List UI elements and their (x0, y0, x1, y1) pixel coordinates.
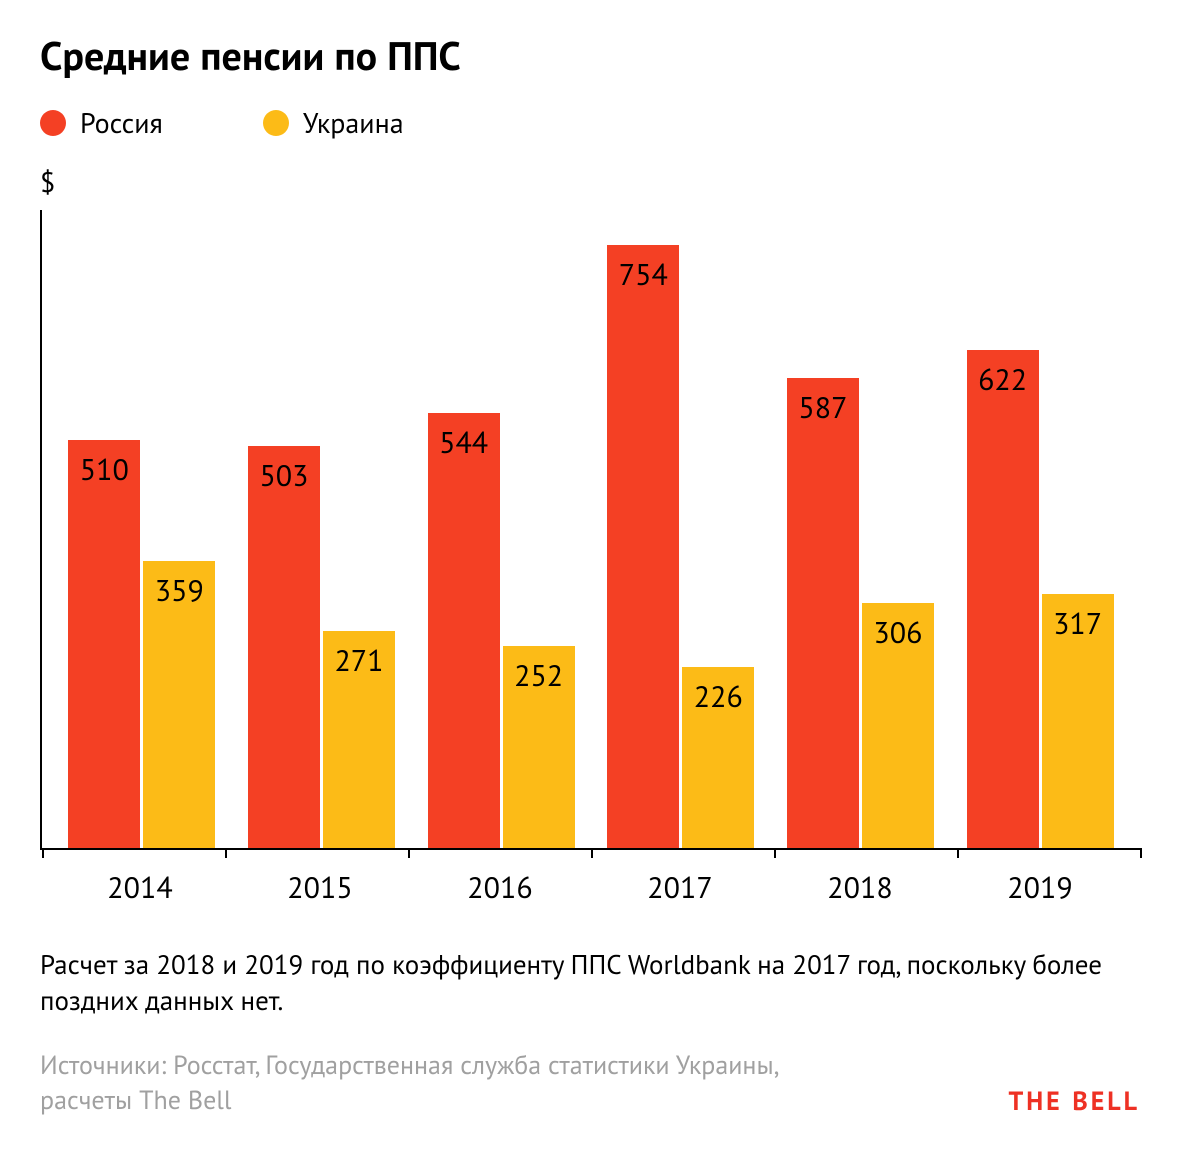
bar-value-label: 622 (967, 360, 1039, 399)
bar-group: 754 226 (606, 245, 756, 848)
bar-value-label: 587 (787, 388, 859, 427)
x-axis-tick (1140, 848, 1142, 858)
x-axis-tick (42, 848, 44, 858)
legend-dot-icon (263, 110, 289, 136)
x-axis-label: 2017 (605, 868, 755, 907)
legend-item-ukraine: Украина (263, 104, 404, 141)
x-axis-label: 2016 (425, 868, 575, 907)
x-axis: 2014 2015 2016 2017 2018 2019 (40, 850, 1140, 907)
y-axis-unit: $ (40, 163, 1140, 200)
chart-plot-area: 510 359 503 271 544 252 754 226 587 306 622 317 (40, 210, 1140, 850)
bar-group: 503 271 (246, 446, 396, 848)
bar-group: 544 252 (426, 413, 576, 848)
bar: 503 (248, 446, 320, 848)
bar-value-label: 510 (68, 450, 140, 489)
legend-dot-icon (40, 110, 66, 136)
x-axis-label: 2018 (785, 868, 935, 907)
x-axis-tick (225, 848, 227, 858)
bar-value-label: 317 (1042, 604, 1114, 643)
bar: 622 (967, 350, 1039, 848)
bar-group: 587 306 (785, 378, 935, 848)
x-axis-label: 2015 (245, 868, 395, 907)
bar: 754 (607, 245, 679, 848)
bar-group: 510 359 (67, 440, 217, 848)
bar: 317 (1042, 594, 1114, 848)
bar: 252 (503, 646, 575, 848)
bar-value-label: 252 (503, 656, 575, 695)
bar: 359 (143, 561, 215, 848)
bar: 226 (682, 667, 754, 848)
legend-label: Россия (80, 104, 163, 141)
bar-value-label: 226 (682, 677, 754, 716)
x-axis-label: 2014 (65, 868, 215, 907)
bar-value-label: 544 (428, 423, 500, 462)
x-axis-tick (591, 848, 593, 858)
bar: 271 (323, 631, 395, 848)
brand-logo: THE BELL (1008, 1085, 1140, 1118)
chart-note: Расчет за 2018 и 2019 год по коэффициент… (40, 947, 1140, 1020)
bar: 510 (68, 440, 140, 848)
bar-value-label: 503 (248, 456, 320, 495)
bar-value-label: 359 (143, 571, 215, 610)
source-text: Источники: Росстат, Государственная служ… (40, 1048, 820, 1118)
legend: Россия Украина (40, 104, 1140, 141)
legend-label: Украина (303, 104, 404, 141)
bar-value-label: 306 (862, 613, 934, 652)
x-axis-tick (408, 848, 410, 858)
x-axis-tick (774, 848, 776, 858)
chart-title: Средние пенсии по ППС (40, 30, 1140, 82)
bar-group: 622 317 (965, 350, 1115, 848)
bar: 544 (428, 413, 500, 848)
bar: 587 (787, 378, 859, 848)
x-axis-tick (957, 848, 959, 858)
bar: 306 (862, 603, 934, 848)
bar-value-label: 271 (323, 641, 395, 680)
bar-value-label: 754 (607, 255, 679, 294)
chart-footer: Источники: Росстат, Государственная служ… (40, 1048, 1140, 1118)
legend-item-russia: Россия (40, 104, 163, 141)
x-axis-label: 2019 (965, 868, 1115, 907)
